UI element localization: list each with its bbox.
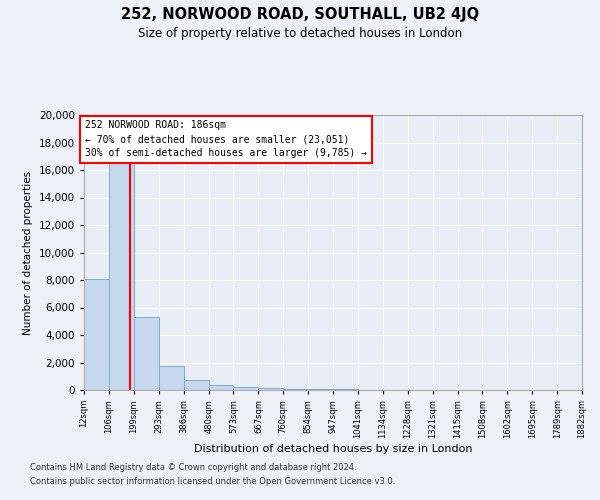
Y-axis label: Number of detached properties: Number of detached properties	[23, 170, 33, 334]
Text: Contains public sector information licensed under the Open Government Licence v3: Contains public sector information licen…	[30, 478, 395, 486]
Bar	[109, 160, 134, 390]
Text: 252, NORWOOD ROAD, SOUTHALL, UB2 4JQ: 252, NORWOOD ROAD, SOUTHALL, UB2 4JQ	[121, 8, 479, 22]
Bar	[283, 388, 308, 390]
Bar	[84, 280, 109, 390]
Bar	[184, 380, 209, 390]
Text: Size of property relative to detached houses in London: Size of property relative to detached ho…	[138, 28, 462, 40]
X-axis label: Distribution of detached houses by size in London: Distribution of detached houses by size …	[194, 444, 472, 454]
Bar	[308, 389, 333, 390]
Bar	[233, 387, 259, 390]
Text: Contains HM Land Registry data © Crown copyright and database right 2024.: Contains HM Land Registry data © Crown c…	[30, 462, 356, 471]
Bar	[259, 388, 283, 390]
Bar	[209, 385, 233, 390]
Text: 252 NORWOOD ROAD: 186sqm
← 70% of detached houses are smaller (23,051)
30% of se: 252 NORWOOD ROAD: 186sqm ← 70% of detach…	[85, 120, 367, 158]
Bar	[134, 317, 159, 390]
Bar	[159, 366, 184, 390]
